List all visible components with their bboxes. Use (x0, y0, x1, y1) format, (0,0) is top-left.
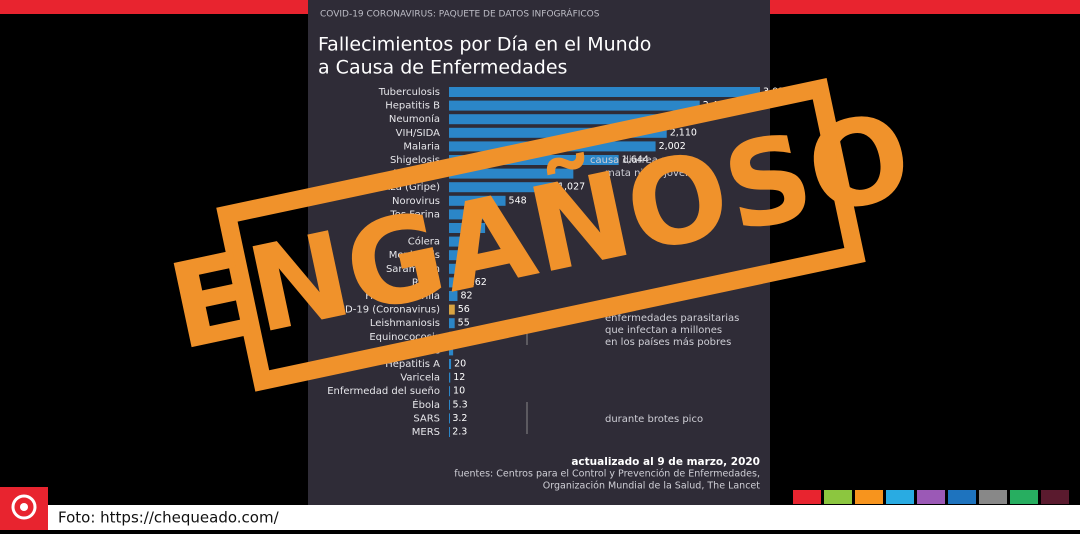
bar (449, 413, 450, 424)
value-label: 162 (469, 277, 487, 288)
swatch (824, 490, 852, 504)
bar (449, 114, 678, 125)
swatch (886, 490, 914, 504)
swatch (1010, 490, 1038, 504)
category-label: MERS (412, 427, 440, 438)
category-label: Hepatitis A (385, 359, 440, 370)
updated: actualizado al 9 de marzo, 2020 (571, 456, 760, 468)
bar (449, 291, 458, 301)
value-label: 3.2 (452, 413, 467, 424)
category-label: Rabia (412, 277, 440, 288)
value-label: 2.3 (452, 427, 467, 438)
footer (0, 505, 1080, 530)
value-label: 1,644 (622, 155, 649, 166)
category-label: Influenza (Gripe) (356, 182, 440, 193)
bar (449, 399, 450, 410)
value-label: 548 (509, 195, 527, 206)
value-label: 10 (453, 386, 465, 397)
logo-mark (11, 494, 37, 520)
value-label: 82 (460, 291, 472, 302)
annotation: causa diarrea severa (590, 155, 695, 166)
bar (449, 250, 473, 261)
infographic-panel (308, 0, 770, 505)
bar (449, 386, 451, 397)
category-label: Malaria (403, 141, 440, 152)
category-label: Varicela (400, 373, 440, 384)
category-label: Leishmaniosis (370, 318, 440, 329)
value-label: 2,002 (659, 141, 686, 152)
category-label: Norovirus (392, 196, 440, 207)
category-label: SARS (413, 413, 440, 424)
category-label: Neumonía (389, 113, 440, 125)
bar (449, 345, 454, 356)
annotation: en los países más pobres (605, 336, 731, 348)
category-label: Meningitis (389, 250, 440, 261)
caption: Foto: https://chequeado.com/ (58, 509, 280, 527)
category-label: Cólera (408, 236, 440, 248)
color-strip (793, 490, 1069, 504)
source: fuentes: Centros para el Control y Preve… (454, 469, 760, 480)
bar (449, 304, 455, 315)
bar (449, 359, 452, 369)
swatch (855, 490, 883, 504)
value-label: 55 (458, 318, 470, 329)
swatch (1041, 490, 1069, 504)
category-label: Fiebre Amarilla (365, 291, 440, 302)
kicker: COVID-19 CORONAVIRUS: PAQUETE DE DATOS I… (320, 8, 600, 20)
value-label: 2,110 (670, 127, 697, 138)
bar (449, 100, 700, 111)
bar (449, 318, 455, 329)
swatch (793, 490, 821, 504)
annotation: enfermedades parasitarias (605, 313, 739, 324)
category-label: Shigelosis (390, 155, 440, 166)
swatch (917, 490, 945, 504)
category-label: Tos Ferina (389, 209, 440, 220)
category-label: VIH/SIDA (396, 128, 441, 139)
value-label: 20 (454, 359, 466, 370)
logo-mark (20, 503, 28, 511)
bar (449, 209, 492, 220)
category-label: Enfermedad del sueño (327, 386, 440, 397)
category-label: Hepatitis B (385, 101, 440, 112)
category-label: Ébola (412, 398, 440, 411)
annotation: mata niños jóvenes (605, 167, 703, 179)
bar (449, 155, 619, 165)
bar (449, 427, 450, 437)
stamp-border (216, 77, 866, 392)
annotation: que infectan a millones (605, 325, 722, 336)
bar (449, 195, 506, 206)
chart-title: Fallecimientos por Día en el Mundo (318, 34, 651, 56)
chart-subtitle: a Causa de Enfermedades (318, 57, 567, 79)
category-label: Sarampión (386, 263, 440, 275)
value-label: 5.3 (453, 399, 468, 410)
bar (449, 372, 451, 383)
swatch (979, 490, 1007, 504)
category-label: Tuberculosis (378, 87, 440, 98)
category-label: Equinococosis (369, 332, 440, 343)
swatch (948, 490, 976, 504)
bar (449, 277, 466, 288)
value-label: 56 (458, 304, 470, 315)
value-label: 12 (453, 372, 465, 383)
annotation: durante brotes pico (605, 414, 703, 425)
bar (449, 127, 667, 138)
source: Organización Mundial de la Salud, The La… (543, 481, 760, 492)
bar (449, 236, 476, 247)
bar (449, 223, 486, 233)
bar (449, 87, 760, 97)
bar (449, 263, 470, 274)
bar (449, 168, 574, 179)
value-label: 1,027 (558, 182, 585, 193)
category-label: COVID-19 (Coronavirus) (321, 305, 441, 316)
bar (449, 182, 555, 193)
